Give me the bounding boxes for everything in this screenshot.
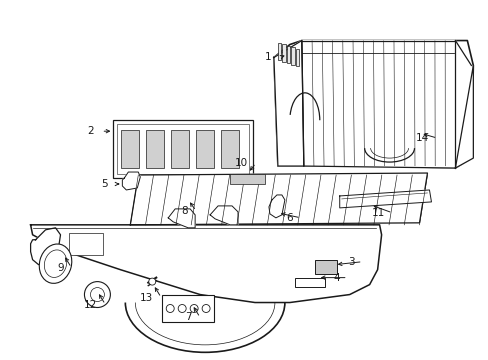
Bar — [282, 44, 285, 62]
Bar — [286, 45, 290, 63]
Polygon shape — [210, 206, 238, 225]
Polygon shape — [130, 173, 427, 225]
Circle shape — [190, 305, 198, 312]
Polygon shape — [301, 41, 470, 168]
Polygon shape — [454, 66, 472, 168]
Bar — [196, 130, 214, 168]
Bar — [117, 124, 248, 174]
Bar — [113, 120, 252, 178]
Circle shape — [148, 278, 156, 285]
Bar — [295, 49, 299, 67]
Bar — [229, 174, 264, 184]
Polygon shape — [273, 41, 472, 168]
Polygon shape — [268, 195, 285, 218]
Text: 7: 7 — [185, 312, 192, 323]
Bar — [146, 130, 164, 168]
Polygon shape — [273, 41, 303, 166]
Polygon shape — [339, 190, 430, 208]
Circle shape — [166, 305, 174, 312]
Bar — [68, 233, 103, 255]
Circle shape — [202, 305, 210, 312]
Bar — [277, 42, 281, 60]
Text: 8: 8 — [181, 206, 188, 216]
Text: 9: 9 — [57, 263, 63, 273]
Circle shape — [90, 288, 104, 302]
Text: 3: 3 — [347, 257, 354, 267]
Ellipse shape — [44, 250, 66, 278]
Bar — [162, 294, 214, 323]
Bar — [314, 260, 336, 274]
Text: 11: 11 — [370, 208, 384, 218]
Polygon shape — [168, 209, 195, 228]
Ellipse shape — [39, 244, 72, 283]
Polygon shape — [31, 228, 61, 265]
Bar — [294, 278, 324, 287]
Text: 6: 6 — [285, 213, 292, 223]
Text: 1: 1 — [265, 53, 271, 63]
Circle shape — [178, 305, 186, 312]
Polygon shape — [31, 225, 381, 302]
Bar — [291, 47, 294, 65]
Circle shape — [84, 282, 110, 307]
Text: 14: 14 — [415, 133, 428, 143]
Text: 13: 13 — [140, 293, 153, 302]
Text: 4: 4 — [332, 273, 339, 283]
Text: 12: 12 — [84, 300, 97, 310]
Bar — [221, 130, 239, 168]
Text: 10: 10 — [234, 158, 247, 168]
Bar — [171, 130, 189, 168]
Text: 5: 5 — [101, 179, 107, 189]
Text: 2: 2 — [87, 126, 93, 136]
Bar — [121, 130, 139, 168]
Polygon shape — [122, 172, 140, 190]
